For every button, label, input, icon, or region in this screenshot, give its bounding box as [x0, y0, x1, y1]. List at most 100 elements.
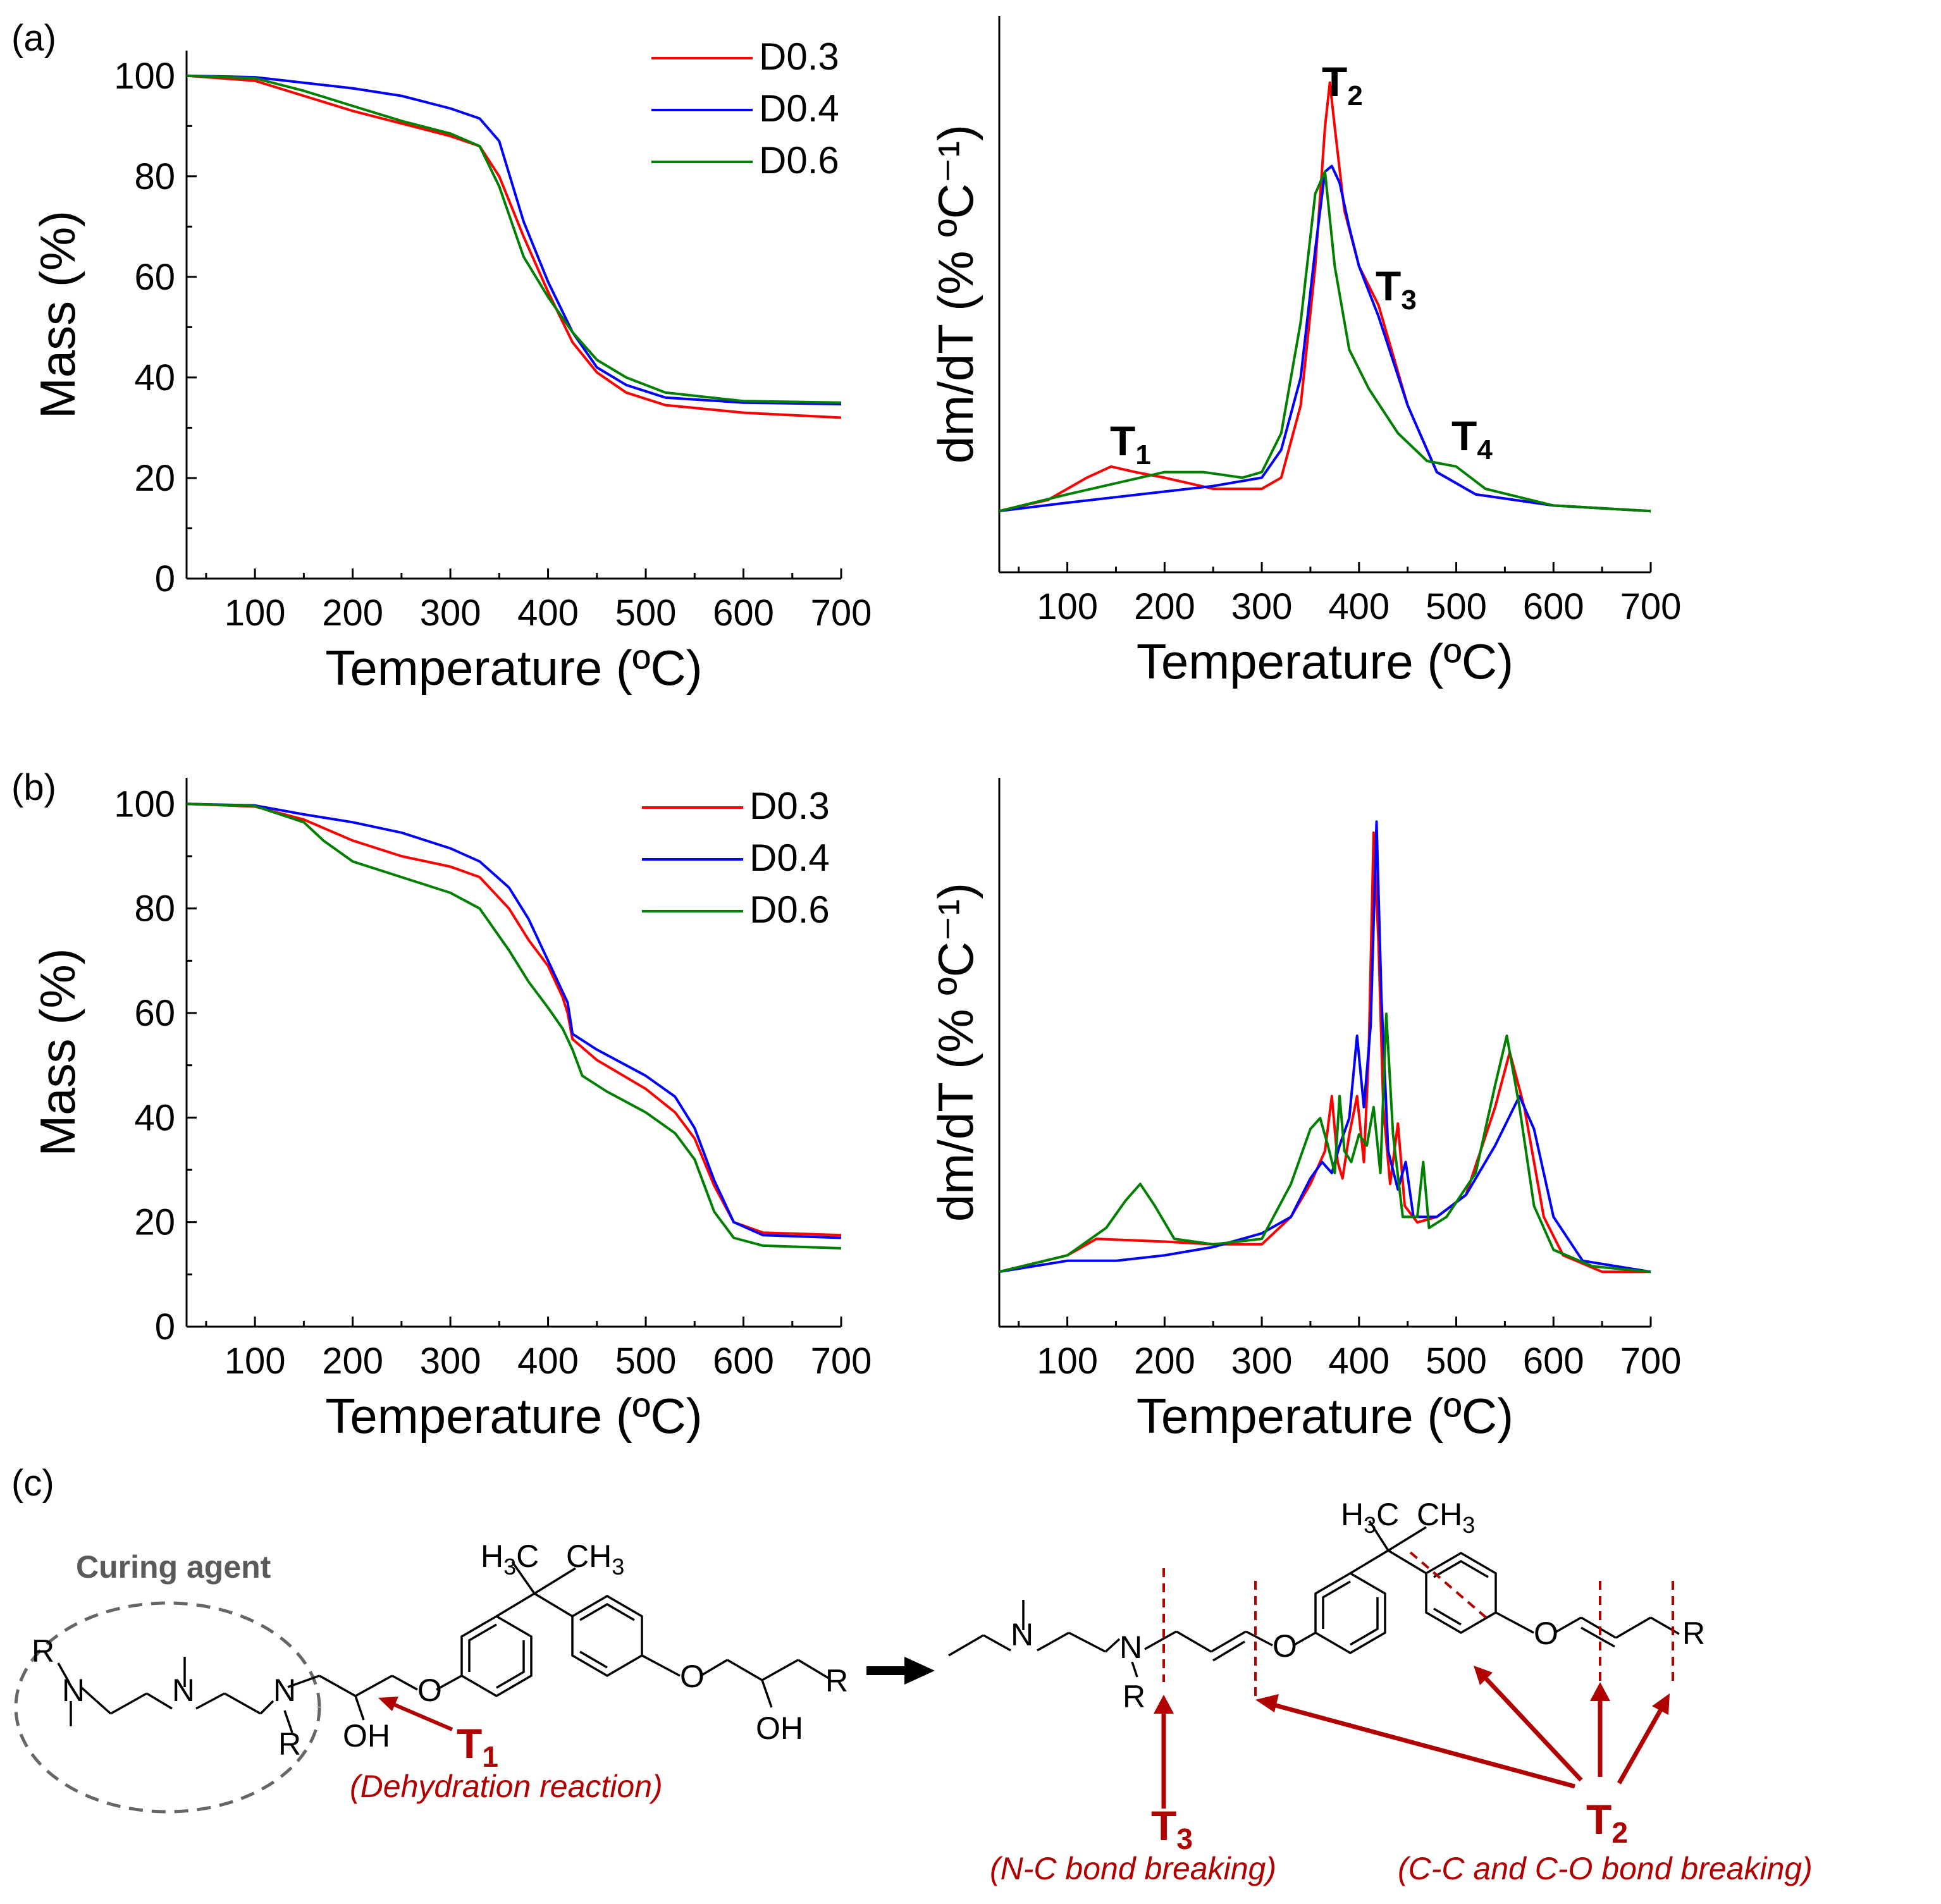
legend-item: D0.4	[759, 87, 839, 130]
svg-text:CH3: CH3	[566, 1539, 624, 1580]
t1-note: (Dehydration reaction)	[350, 1769, 663, 1804]
x-tick-label: 500	[615, 593, 677, 634]
y-tick-label: 60	[134, 993, 175, 1034]
y-tick-label: 60	[134, 257, 175, 298]
chart-a-dtg: 100 200 300 400 500 600 700 Temperature (ºC) dm/…	[928, 16, 1681, 689]
peak-label-t2: T2	[1322, 58, 1363, 111]
x-tick-label: 600	[1523, 586, 1584, 627]
x-tick-label: 400	[517, 593, 579, 634]
svg-text:OH: OH	[756, 1711, 803, 1746]
x-tick-label: 700	[811, 1341, 872, 1382]
y-tick-label: 0	[155, 558, 175, 599]
x-axis-label: Temperature (ºC)	[325, 1388, 702, 1444]
reactant-skeleton	[57, 1561, 830, 1733]
series-line-D0-4	[186, 802, 842, 1239]
svg-text:O: O	[1272, 1628, 1297, 1664]
x-tick-label: 400	[517, 1341, 579, 1382]
series-line-D0-3	[186, 74, 842, 419]
reaction-scheme: Curing agent	[14, 1497, 1813, 1886]
y-tick-label: 100	[114, 783, 175, 825]
x-tick-label: 200	[1134, 1341, 1195, 1382]
y-axis-label: Mass (%)	[30, 948, 85, 1156]
x-tick-label: 500	[1426, 1341, 1487, 1382]
x-tick-label: 100	[1037, 586, 1098, 627]
svg-text:N: N	[62, 1673, 85, 1708]
panel-label-b: (b)	[11, 767, 56, 808]
y-tick-label: 80	[134, 156, 175, 197]
x-tick-label: 700	[1620, 1341, 1682, 1382]
peak-label-t1: T1	[1110, 417, 1151, 470]
x-tick-label: 100	[1037, 1341, 1098, 1382]
t2-label: T2	[1586, 1796, 1628, 1849]
x-tick-label: 600	[713, 593, 774, 634]
svg-text:R: R	[278, 1726, 301, 1762]
svg-text:CH3: CH3	[1417, 1497, 1475, 1538]
x-tick-label: 600	[713, 1341, 774, 1382]
svg-text:N: N	[1011, 1617, 1033, 1652]
y-axis-label: Mass (%)	[30, 211, 85, 419]
series-line-D0-3	[186, 802, 842, 1237]
svg-text:O: O	[417, 1673, 442, 1708]
t1-arrow	[385, 1699, 453, 1731]
product-skeleton	[948, 1520, 1680, 1678]
svg-text:R: R	[1123, 1679, 1145, 1714]
x-tick-label: 300	[1231, 586, 1293, 627]
series-line-D0-4	[999, 820, 1651, 1274]
x-tick-label: 200	[1134, 586, 1195, 627]
svg-text:N: N	[273, 1673, 296, 1708]
panel-label-a: (a)	[11, 18, 56, 59]
x-axis-label: Temperature (ºC)	[1137, 634, 1513, 689]
chart-b-mass: 100 200 300 400 500 600 700 0 20 40 60 80 100 Tempera…	[30, 778, 872, 1444]
x-axis-label: Temperature (ºC)	[325, 640, 702, 696]
chart-a-mass: 100 200 300 400 500 600 700 0 20 40 60 80 100 Tempera…	[30, 35, 872, 696]
x-tick-label: 200	[322, 1341, 383, 1382]
reactant-atoms: R N N N R OH O H3C CH3 O OH R	[32, 1539, 848, 1762]
svg-text:H3C: H3C	[1341, 1497, 1399, 1538]
svg-text:N: N	[1119, 1630, 1142, 1665]
x-tick-label: 600	[1523, 1341, 1584, 1382]
peak-label-t4: T4	[1451, 412, 1493, 465]
y-tick-label: 20	[134, 1202, 175, 1243]
svg-text:OH: OH	[343, 1718, 390, 1754]
svg-text:O: O	[1534, 1616, 1558, 1651]
y-tick-label: 80	[134, 888, 175, 930]
legend-item: D0.3	[759, 35, 839, 78]
t3-arrowhead	[1154, 1695, 1174, 1714]
svg-text:O: O	[680, 1659, 705, 1694]
chart-b-dtg: 100 200 300 400 500 600 700 Temperature (ºC) dm/…	[928, 778, 1681, 1444]
x-tick-label: 700	[811, 593, 872, 634]
x-tick-label: 300	[420, 593, 481, 634]
series-line-D0-6	[186, 802, 842, 1250]
t1-arrowhead	[378, 1697, 398, 1711]
reaction-arrowhead	[904, 1657, 935, 1685]
x-tick-label: 100	[225, 1341, 286, 1382]
y-tick-label: 0	[155, 1306, 175, 1348]
curing-agent-label: Curing agent	[76, 1549, 271, 1585]
series-line-D0-6	[999, 170, 1651, 513]
x-tick-label: 300	[420, 1341, 481, 1382]
series-line-D0-3	[999, 81, 1651, 513]
y-tick-label: 20	[134, 458, 175, 499]
y-axis-label: dm/dT (% ºC⁻¹)	[928, 125, 983, 464]
t3-label: T3	[1151, 1802, 1193, 1855]
svg-text:R: R	[1682, 1616, 1705, 1651]
y-tick-label: 100	[114, 56, 175, 97]
peak-label-t3: T3	[1376, 262, 1417, 316]
series-line-D0-6	[186, 74, 842, 404]
curing-agent-ellipse	[14, 1601, 321, 1814]
t2-arrowheads	[1255, 1666, 1670, 1715]
panel-label-c: (c)	[11, 1463, 54, 1504]
t2-arrows	[1271, 1677, 1665, 1789]
legend-item: D0.6	[749, 888, 830, 931]
x-axis-label: Temperature (ºC)	[1137, 1388, 1513, 1444]
x-tick-label: 400	[1328, 1341, 1390, 1382]
t1-label: T1	[457, 1720, 498, 1773]
series-line-D0-4	[999, 164, 1651, 513]
x-tick-label: 300	[1231, 1341, 1293, 1382]
svg-text:R: R	[32, 1633, 54, 1669]
x-tick-label: 500	[615, 1341, 677, 1382]
product-atoms: N N R O H3C CH3 O R	[1011, 1497, 1705, 1714]
t3-note: (N-C bond breaking)	[990, 1851, 1276, 1886]
series-line-D0-4	[186, 74, 842, 406]
